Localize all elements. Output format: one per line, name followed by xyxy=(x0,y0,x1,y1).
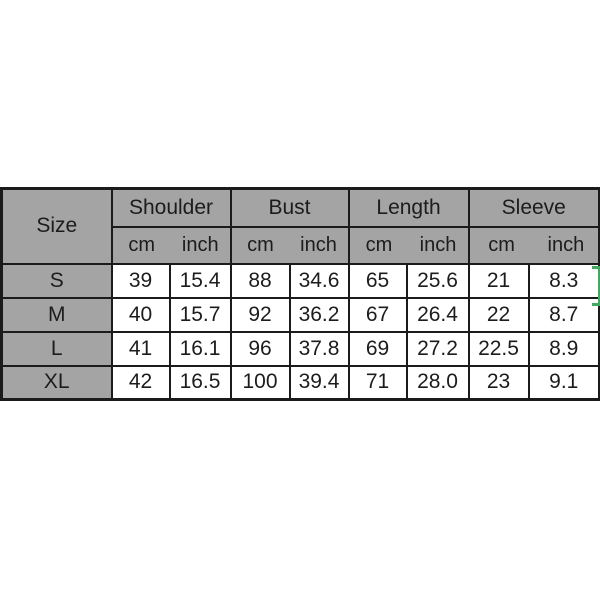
group-header-length: Length xyxy=(347,187,470,228)
unit-header-bust: cm inch xyxy=(229,225,350,265)
cell-bust-inch: 37.8 xyxy=(288,330,350,367)
cell-length-inch: 26.4 xyxy=(405,296,470,333)
unit-label-inch: inch xyxy=(547,233,585,256)
cell-length-cm: 69 xyxy=(347,330,408,367)
unit-label-inch: inch xyxy=(419,233,457,256)
table-row-l: L 41 16.1 96 37.8 69 27.2 22.5 8.9 xyxy=(0,330,600,367)
unit-label-inch: inch xyxy=(300,233,337,256)
unit-label-cm: cm xyxy=(247,233,274,256)
cell-shoulder-cm: 42 xyxy=(110,364,171,401)
unit-label-cm: cm xyxy=(488,233,515,256)
cell-length-inch: 27.2 xyxy=(405,330,470,367)
green-bracket-marker xyxy=(592,266,600,306)
row-label-size: L xyxy=(0,330,113,367)
row-label-size: M xyxy=(0,296,113,333)
cell-shoulder-inch: 15.4 xyxy=(168,262,232,299)
cell-sleeve-cm: 22 xyxy=(467,296,530,333)
table-row-xl: XL 42 16.5 100 39.4 71 28.0 23 9.1 xyxy=(0,364,600,401)
cell-length-cm: 67 xyxy=(347,296,408,333)
row-label-size: XL xyxy=(0,364,113,401)
cell-length-cm: 65 xyxy=(347,262,408,299)
cell-length-inch: 28.0 xyxy=(405,364,470,401)
unit-label-cm: cm xyxy=(365,233,393,256)
cell-shoulder-inch: 16.5 xyxy=(168,364,232,401)
cell-sleeve-inch: 8.9 xyxy=(527,330,600,367)
size-chart-table: Size Shoulder Bust Length Sleeve cm inch… xyxy=(0,187,600,401)
group-header-shoulder: Shoulder xyxy=(110,187,232,228)
cell-length-inch: 25.6 xyxy=(405,262,470,299)
cell-sleeve-cm: 22.5 xyxy=(467,330,530,367)
cell-bust-cm: 96 xyxy=(229,330,291,367)
cell-bust-inch: 36.2 xyxy=(288,296,350,333)
cell-length-cm: 71 xyxy=(347,364,408,401)
unit-label-inch: inch xyxy=(181,233,219,256)
header-unit-row: cm inch cm inch cm inch cm inch xyxy=(2,225,600,265)
unit-header-shoulder: cm inch xyxy=(110,225,232,265)
cell-shoulder-cm: 40 xyxy=(110,296,171,333)
cell-bust-cm: 88 xyxy=(229,262,291,299)
cell-shoulder-inch: 15.7 xyxy=(168,296,232,333)
size-header-cell: Size xyxy=(0,187,113,265)
unit-header-sleeve: cm inch xyxy=(467,225,600,265)
unit-header-length: cm inch xyxy=(347,225,470,265)
group-header-bust: Bust xyxy=(229,187,350,228)
cell-sleeve-inch: 9.1 xyxy=(527,364,600,401)
cell-shoulder-cm: 39 xyxy=(110,262,171,299)
cell-sleeve-cm: 23 xyxy=(467,364,530,401)
cell-sleeve-inch: 8.7 xyxy=(527,296,600,333)
header-group-row: Size Shoulder Bust Length Sleeve xyxy=(0,187,600,265)
cell-bust-cm: 92 xyxy=(229,296,291,333)
group-header-sleeve: Sleeve xyxy=(467,187,600,228)
row-label-size: S xyxy=(0,262,113,299)
unit-label-cm: cm xyxy=(128,233,156,256)
cell-bust-cm: 100 xyxy=(229,364,291,401)
table-row-s: S 39 15.4 88 34.6 65 25.6 21 8.3 xyxy=(0,262,600,299)
cell-bust-inch: 34.6 xyxy=(288,262,350,299)
cell-sleeve-cm: 21 xyxy=(467,262,530,299)
cell-shoulder-cm: 41 xyxy=(110,330,171,367)
cell-sleeve-inch: 8.3 xyxy=(527,262,600,299)
cell-shoulder-inch: 16.1 xyxy=(168,330,232,367)
table-row-m: M 40 15.7 92 36.2 67 26.4 22 8.7 xyxy=(0,296,600,333)
cell-bust-inch: 39.4 xyxy=(288,364,350,401)
